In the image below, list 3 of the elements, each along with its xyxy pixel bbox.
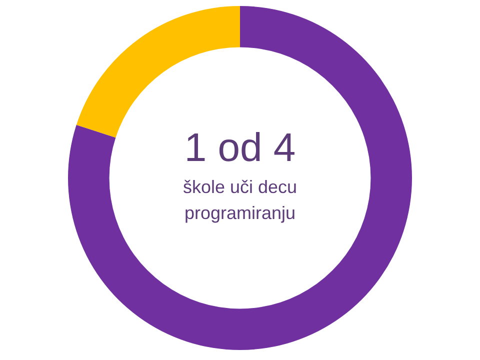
- text: škole uči decu: [182, 176, 298, 197]
- text: 1 od 4: [184, 126, 296, 170]
- text: programiranju: [184, 202, 296, 223]
